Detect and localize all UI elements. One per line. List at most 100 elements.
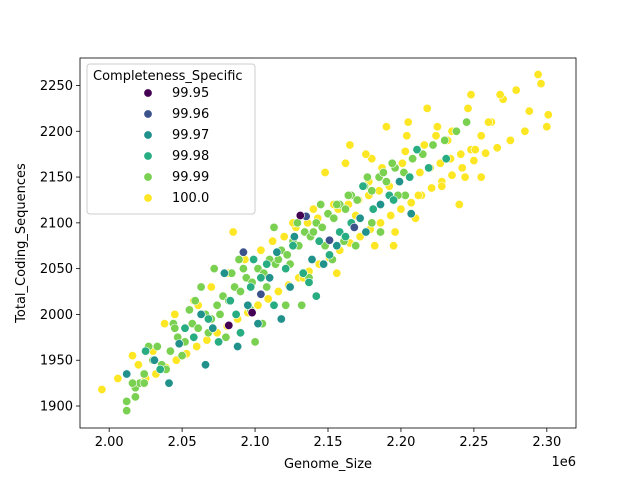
data-point bbox=[289, 232, 299, 242]
data-point bbox=[139, 378, 149, 388]
data-point bbox=[174, 339, 184, 349]
data-point bbox=[343, 190, 353, 200]
legend-label: 99.95 bbox=[172, 86, 209, 101]
scatter-points bbox=[97, 70, 553, 416]
data-point bbox=[273, 286, 283, 296]
data-point bbox=[415, 168, 425, 178]
data-point bbox=[422, 103, 432, 113]
data-point bbox=[256, 245, 266, 255]
data-point bbox=[180, 323, 190, 333]
data-point bbox=[236, 286, 246, 296]
data-point bbox=[324, 235, 334, 245]
data-point bbox=[155, 364, 165, 374]
data-point bbox=[329, 213, 339, 223]
data-point bbox=[269, 222, 279, 232]
x-tick-label: 2.05 bbox=[168, 435, 197, 450]
data-point bbox=[427, 183, 437, 193]
data-point bbox=[265, 273, 275, 283]
data-point bbox=[440, 135, 450, 145]
data-point bbox=[141, 346, 151, 356]
data-point bbox=[367, 186, 377, 196]
data-point bbox=[262, 259, 272, 269]
data-point bbox=[389, 241, 399, 251]
y-tick-label: 2050 bbox=[40, 262, 73, 277]
data-point bbox=[250, 337, 260, 347]
data-point bbox=[273, 255, 283, 265]
data-point bbox=[524, 106, 534, 116]
legend-entries: 99.95 99.96 99.97 99.98 99.99 100.0 bbox=[143, 86, 209, 206]
legend-frame bbox=[86, 63, 256, 215]
data-point bbox=[238, 247, 248, 257]
data-point bbox=[454, 200, 464, 210]
data-point bbox=[432, 122, 442, 132]
data-point bbox=[165, 346, 175, 356]
data-point bbox=[196, 309, 206, 319]
data-point bbox=[505, 135, 515, 145]
legend-marker bbox=[143, 88, 153, 98]
data-point bbox=[256, 273, 266, 283]
x-axis-label: Genome_Size bbox=[284, 457, 372, 472]
data-point bbox=[424, 163, 434, 173]
data-point bbox=[262, 282, 272, 292]
data-point bbox=[340, 232, 350, 242]
y-tick-label: 2100 bbox=[40, 216, 73, 231]
data-point bbox=[413, 190, 423, 200]
data-point bbox=[246, 282, 256, 292]
y-tick-label: 2150 bbox=[40, 171, 73, 186]
data-point bbox=[219, 268, 229, 278]
data-point bbox=[224, 320, 234, 330]
data-point bbox=[386, 211, 396, 221]
data-point bbox=[358, 181, 368, 191]
data-point bbox=[361, 227, 371, 237]
data-point bbox=[190, 296, 200, 306]
data-point bbox=[308, 204, 318, 214]
data-point bbox=[231, 309, 241, 319]
data-point bbox=[340, 204, 350, 214]
data-point bbox=[381, 122, 391, 132]
data-point bbox=[177, 351, 187, 361]
data-point bbox=[466, 90, 476, 100]
data-point bbox=[412, 145, 422, 155]
data-point bbox=[483, 117, 493, 127]
data-point bbox=[238, 264, 248, 274]
data-point bbox=[435, 158, 445, 168]
data-point bbox=[311, 291, 321, 301]
data-point bbox=[352, 195, 362, 205]
legend-marker bbox=[143, 130, 153, 140]
y-tick-label: 1950 bbox=[40, 354, 73, 369]
data-point bbox=[349, 222, 359, 232]
data-point bbox=[316, 200, 326, 210]
data-point bbox=[184, 305, 194, 315]
data-point bbox=[192, 341, 202, 351]
data-point bbox=[495, 90, 505, 100]
data-point bbox=[297, 300, 307, 310]
data-point bbox=[113, 373, 123, 383]
data-point bbox=[543, 110, 553, 120]
data-point bbox=[160, 319, 170, 329]
data-point bbox=[460, 172, 470, 182]
x-tick-label: 2.20 bbox=[386, 435, 415, 450]
data-point bbox=[193, 323, 203, 333]
data-point bbox=[243, 300, 253, 310]
data-point bbox=[281, 264, 291, 274]
data-point bbox=[268, 236, 278, 246]
data-point bbox=[208, 323, 218, 333]
data-point bbox=[279, 232, 289, 242]
data-point bbox=[233, 341, 243, 351]
data-point bbox=[324, 250, 334, 260]
data-point bbox=[469, 156, 479, 166]
data-point bbox=[128, 351, 138, 361]
data-point bbox=[408, 154, 418, 164]
data-point bbox=[403, 117, 413, 127]
data-point bbox=[462, 117, 472, 127]
data-point bbox=[170, 323, 180, 333]
series-99.95 bbox=[224, 211, 305, 330]
data-point bbox=[272, 247, 282, 257]
data-point bbox=[281, 300, 291, 310]
data-point bbox=[133, 360, 143, 370]
data-point bbox=[351, 241, 361, 251]
data-point bbox=[319, 259, 329, 269]
data-point bbox=[206, 282, 216, 292]
data-point bbox=[431, 131, 441, 141]
